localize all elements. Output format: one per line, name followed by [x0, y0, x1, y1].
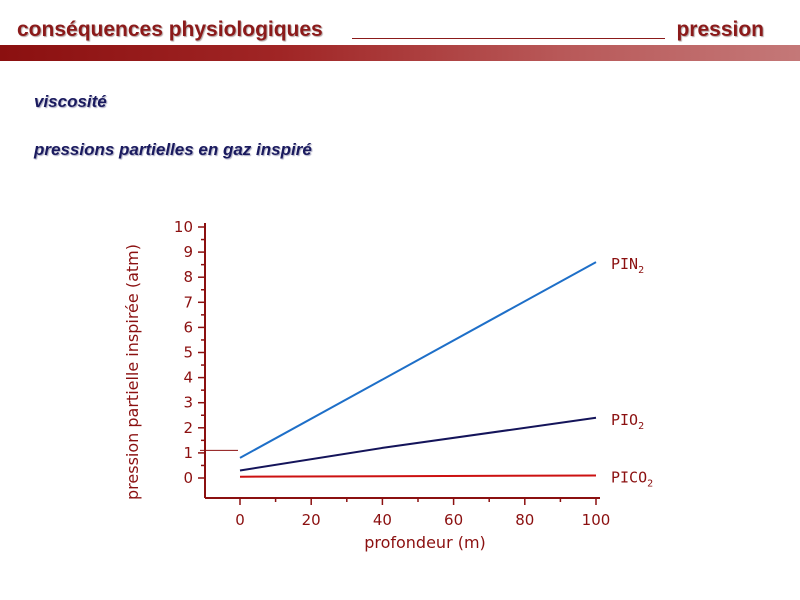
series-line-pico	[239, 474, 597, 478]
title-band	[0, 45, 800, 61]
x-tick-label: 20	[302, 511, 321, 529]
slide-title-right: pression	[676, 18, 764, 41]
x-tick-label: 40	[373, 511, 392, 529]
y-tick-label: 1	[183, 444, 193, 462]
y-tick-label: 0	[183, 469, 193, 487]
y-axis-label: pression partielle inspirée (atm)	[123, 244, 142, 500]
slide-title: conséquences physiologiques	[17, 18, 323, 41]
x-tick-label: 100	[582, 511, 611, 529]
x-tick-label: 0	[235, 511, 245, 529]
y-tick-label: 10	[174, 218, 193, 236]
x-tick-label: 80	[515, 511, 534, 529]
series-line-pin	[239, 261, 597, 459]
series-label-subscript: 2	[647, 478, 653, 489]
y-tick-label: 4	[183, 369, 193, 387]
title-rule	[352, 38, 665, 39]
x-axis-label: profondeur (m)	[364, 533, 486, 552]
series-label-pio: PIO2	[611, 411, 644, 432]
series-label-subscript: 2	[638, 265, 644, 276]
series-label-subscript: 2	[638, 421, 644, 432]
y-tick-label: 8	[183, 268, 193, 286]
series-label-pico: PICO2	[611, 468, 653, 489]
subtitle-viscosite: viscosité	[34, 92, 107, 111]
y-tick-label: 2	[183, 419, 193, 437]
y-tick-label: 9	[183, 243, 193, 261]
series-line-pio	[239, 416, 597, 472]
x-tick-label: 60	[444, 511, 463, 529]
y-tick-label: 6	[183, 318, 193, 336]
y-tick-label: 3	[183, 394, 193, 412]
y-tick-label: 7	[183, 293, 193, 311]
series-label-pin: PIN2	[611, 255, 644, 276]
y-tick-label: 5	[183, 344, 193, 362]
subtitle-pressions-partielles: pressions partielles en gaz inspiré	[34, 140, 312, 159]
